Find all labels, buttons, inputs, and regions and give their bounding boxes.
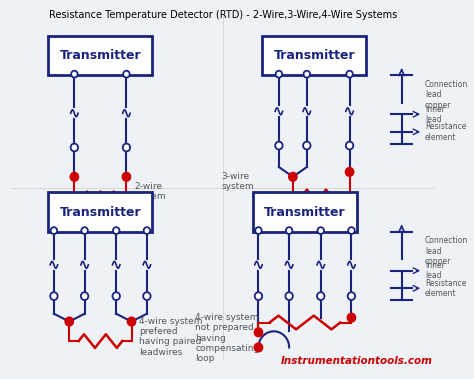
Text: Transmitter: Transmitter xyxy=(60,49,141,62)
Circle shape xyxy=(289,172,297,181)
Text: Connection
lead
copper: Connection lead copper xyxy=(425,236,468,266)
Circle shape xyxy=(318,227,324,234)
Circle shape xyxy=(303,142,310,149)
Text: Connection
lead
copper: Connection lead copper xyxy=(425,80,468,110)
FancyBboxPatch shape xyxy=(48,193,153,232)
Circle shape xyxy=(286,227,292,234)
Text: Resistance Temperature Detector (RTD) - 2-Wire,3-Wire,4-Wire Systems: Resistance Temperature Detector (RTD) - … xyxy=(49,9,397,20)
Circle shape xyxy=(346,71,353,78)
Text: 2-wire
system: 2-wire system xyxy=(134,182,166,201)
Circle shape xyxy=(70,172,79,181)
Circle shape xyxy=(51,227,57,234)
Text: 4-wire system
not prepared
having
compensating
loop: 4-wire system not prepared having compen… xyxy=(195,313,259,363)
Text: 4-wire system
prefered
having paired
leadwires: 4-wire system prefered having paired lea… xyxy=(139,316,202,357)
Circle shape xyxy=(122,172,131,181)
Circle shape xyxy=(50,292,58,300)
Text: Inner
lead: Inner lead xyxy=(425,105,445,124)
Circle shape xyxy=(82,227,88,234)
Text: Transmitter: Transmitter xyxy=(273,49,355,62)
Circle shape xyxy=(71,144,78,151)
Circle shape xyxy=(144,227,150,234)
Circle shape xyxy=(276,71,282,78)
Circle shape xyxy=(255,227,262,234)
Text: Transmitter: Transmitter xyxy=(264,205,346,219)
Circle shape xyxy=(285,292,293,300)
Circle shape xyxy=(346,142,353,149)
Circle shape xyxy=(347,313,356,322)
Circle shape xyxy=(255,292,262,300)
FancyBboxPatch shape xyxy=(262,36,366,75)
Circle shape xyxy=(348,227,355,234)
Circle shape xyxy=(71,71,78,78)
Circle shape xyxy=(65,317,73,326)
Text: Instrumentationtools.com: Instrumentationtools.com xyxy=(281,356,432,365)
Text: Transmitter: Transmitter xyxy=(60,205,141,219)
Circle shape xyxy=(346,168,354,176)
Text: Resistance
element: Resistance element xyxy=(425,279,466,298)
Circle shape xyxy=(143,292,151,300)
Text: Inner
lead: Inner lead xyxy=(425,261,445,280)
FancyBboxPatch shape xyxy=(253,193,357,232)
Circle shape xyxy=(254,343,263,352)
Circle shape xyxy=(254,328,263,337)
Circle shape xyxy=(128,317,136,326)
Circle shape xyxy=(275,142,283,149)
Circle shape xyxy=(112,292,120,300)
Circle shape xyxy=(113,227,119,234)
Circle shape xyxy=(81,292,88,300)
Circle shape xyxy=(303,71,310,78)
Circle shape xyxy=(123,71,130,78)
Text: 3-wire
system: 3-wire system xyxy=(221,172,254,191)
Circle shape xyxy=(317,292,325,300)
FancyBboxPatch shape xyxy=(48,36,153,75)
Text: Resistance
element: Resistance element xyxy=(425,122,466,141)
Circle shape xyxy=(348,292,355,300)
Circle shape xyxy=(123,144,130,151)
